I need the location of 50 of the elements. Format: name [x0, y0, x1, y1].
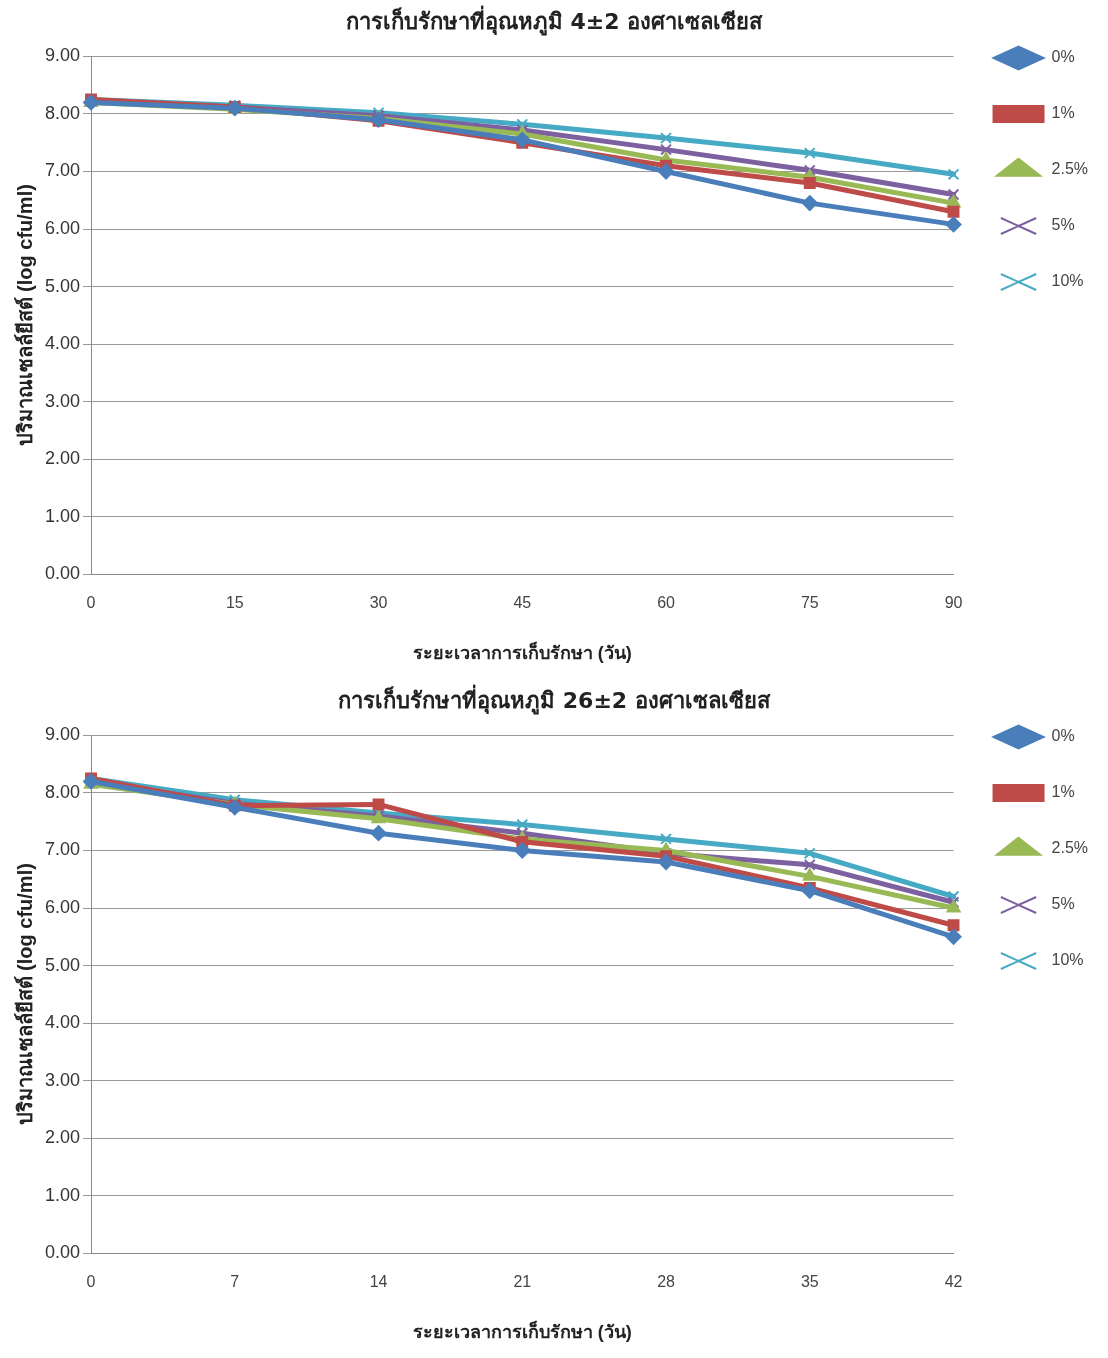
- y-tick-label: 6.00: [44, 896, 81, 917]
- x-tick-label: 28: [657, 1273, 676, 1291]
- chart-title: การเก็บรักษาที่อุณหภูมิ 26±2 องศาเซลเซียส: [338, 683, 771, 715]
- x-tick-label: 21: [513, 1273, 532, 1291]
- y-tick-label: 3.00: [44, 1069, 81, 1090]
- legend-label: 1%: [1051, 783, 1075, 801]
- x-axis-title: ระยะเวลาการเก็บรักษา (วัน): [412, 641, 632, 664]
- chart-title: การเก็บรักษาที่อุณหภูมิ 4±2 องศาเซลเซียส: [345, 4, 764, 36]
- y-axis-title: ปริมาณเซลล์ยีสต์ (log cfu/ml): [13, 863, 36, 1126]
- x-tick-label: 7: [230, 1273, 240, 1291]
- legend-label: 10%: [1051, 951, 1084, 969]
- y-tick-label: 8.00: [44, 781, 81, 802]
- x-tick-label: 15: [225, 594, 244, 612]
- y-tick-label: 4.00: [44, 1012, 81, 1033]
- legend-label: 0%: [1051, 727, 1075, 745]
- legend-label: 0%: [1051, 48, 1075, 66]
- y-tick-label: 7.00: [44, 160, 81, 181]
- x-axis-title: ระยะเวลาการเก็บรักษา (วัน): [412, 1320, 632, 1343]
- legend-label: 5%: [1051, 216, 1075, 234]
- x-tick-label: 30: [369, 594, 388, 612]
- y-tick-label: 0.00: [44, 563, 81, 584]
- x-tick-label: 0: [86, 594, 96, 612]
- y-tick-label: 4.00: [44, 333, 81, 354]
- x-tick-label: 35: [800, 1273, 819, 1291]
- x-tick-label: 75: [800, 594, 819, 612]
- y-tick-label: 9.00: [44, 724, 81, 745]
- y-tick-label: 2.00: [44, 448, 81, 469]
- y-tick-label: 9.00: [44, 45, 81, 66]
- y-tick-label: 3.00: [44, 390, 81, 411]
- x-tick-label: 0: [86, 1273, 96, 1291]
- legend-label: 2.5%: [1051, 839, 1088, 857]
- legend-label: 1%: [1051, 104, 1075, 122]
- x-tick-label: 60: [657, 594, 676, 612]
- legend-label: 10%: [1051, 272, 1084, 290]
- x-tick-label: 90: [944, 594, 963, 612]
- y-axis-title: ปริมาณเซลล์ยีสต์ (log cfu/ml): [13, 184, 36, 447]
- y-tick-label: 6.00: [44, 217, 81, 238]
- y-tick-label: 5.00: [44, 275, 81, 296]
- y-tick-label: 8.00: [44, 102, 81, 123]
- y-tick-label: 0.00: [44, 1242, 81, 1263]
- y-tick-label: 1.00: [44, 1184, 81, 1205]
- y-tick-label: 7.00: [44, 839, 81, 860]
- x-tick-label: 14: [369, 1273, 388, 1291]
- x-tick-label: 45: [513, 594, 532, 612]
- legend-label: 5%: [1051, 895, 1075, 913]
- legend-label: 2.5%: [1051, 160, 1088, 178]
- y-tick-label: 2.00: [44, 1127, 81, 1148]
- x-tick-label: 42: [944, 1273, 963, 1291]
- y-tick-label: 5.00: [44, 954, 81, 975]
- y-tick-label: 1.00: [44, 505, 81, 526]
